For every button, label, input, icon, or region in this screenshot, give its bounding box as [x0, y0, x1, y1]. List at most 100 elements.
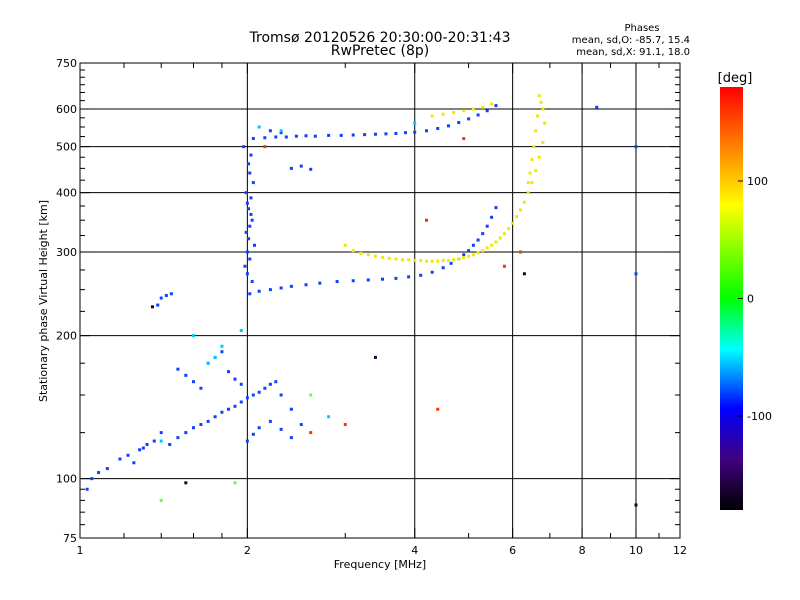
colorbar-ticks: 100 0 -100: [738, 175, 772, 423]
data-point: [268, 288, 272, 292]
data-point: [446, 258, 450, 262]
data-point: [476, 251, 480, 255]
data-point: [220, 344, 224, 348]
data-point: [400, 258, 404, 262]
data-point: [327, 133, 331, 137]
data-point: [309, 431, 313, 435]
data-point: [313, 134, 317, 138]
data-point: [191, 380, 195, 384]
data-point: [481, 232, 485, 236]
data-point: [239, 382, 243, 386]
data-point: [436, 259, 440, 263]
data-point: [373, 355, 377, 359]
data-point: [90, 477, 94, 481]
data-point: [351, 133, 355, 137]
data-point: [250, 218, 254, 222]
data-point: [452, 258, 456, 262]
data-point: [359, 251, 363, 255]
data-point: [526, 181, 530, 185]
data-point: [227, 370, 231, 374]
data-point: [634, 272, 638, 276]
data-point: [430, 270, 434, 274]
data-point: [519, 250, 523, 254]
data-point: [150, 305, 154, 309]
data-point: [257, 289, 261, 293]
x-tick-label: 6: [509, 544, 516, 557]
data-point: [511, 221, 515, 225]
data-point: [452, 111, 456, 114]
data-point: [263, 145, 267, 149]
data-point: [404, 131, 407, 135]
stats-line-x: mean, sd,X: 91.1, 18.0: [576, 47, 690, 58]
data-point: [481, 105, 485, 109]
x-tick-label: 12: [673, 544, 687, 557]
x-axis-label: Frequency [MHz]: [334, 558, 426, 571]
data-point: [279, 393, 283, 397]
chart-subtitle: RwPretec (8p): [331, 43, 429, 59]
data-point: [257, 125, 261, 129]
data-point: [462, 253, 466, 257]
data-point: [85, 487, 89, 491]
data-point: [184, 481, 188, 485]
data-point: [485, 224, 489, 228]
data-point: [279, 286, 283, 290]
data-point: [206, 361, 210, 365]
data-point: [268, 419, 272, 423]
data-point: [257, 390, 261, 394]
data-point: [245, 396, 249, 400]
data-point: [394, 131, 398, 135]
data-point: [274, 135, 278, 139]
data-point: [485, 109, 489, 113]
data-point: [243, 264, 247, 268]
data-point: [413, 130, 417, 134]
data-point: [245, 272, 249, 276]
data-point: [249, 196, 253, 200]
data-point: [366, 253, 370, 257]
data-point: [413, 121, 417, 125]
data-point: [176, 367, 180, 371]
data-point: [263, 386, 267, 390]
data-point: [449, 261, 453, 265]
data-point: [394, 276, 398, 280]
data-point: [595, 105, 599, 109]
data-point: [425, 259, 429, 263]
data-point: [534, 129, 538, 133]
y-tick-label: 75: [63, 532, 77, 545]
stats-line-o: mean, sd,O: -85.7, 15.4: [572, 35, 690, 46]
data-point: [522, 200, 526, 204]
data-point: [425, 218, 429, 222]
data-point: [490, 102, 494, 106]
data-point: [304, 283, 308, 287]
data-point: [471, 107, 475, 111]
plot-frame: [79, 62, 681, 539]
stats-header: Phases: [624, 23, 659, 34]
data-point: [436, 126, 440, 130]
data-point: [498, 236, 502, 240]
data-point: [490, 215, 494, 219]
data-point: [248, 224, 252, 228]
data-point: [97, 471, 101, 475]
data-point: [430, 259, 434, 263]
data-point: [251, 137, 255, 141]
data-point: [239, 329, 243, 333]
data-point: [244, 191, 248, 195]
data-point: [471, 253, 475, 257]
x-tick-label: 4: [411, 544, 418, 557]
data-point: [467, 249, 471, 253]
data-point: [248, 292, 252, 296]
data-point: [537, 155, 541, 159]
data-point: [462, 256, 466, 260]
data-point: [199, 423, 203, 427]
data-point: [159, 439, 163, 443]
data-point: [294, 134, 298, 138]
data-point: [485, 246, 489, 250]
data-point: [248, 171, 252, 175]
data-point: [152, 439, 156, 443]
data-point: [351, 279, 355, 283]
data-point: [494, 240, 498, 244]
data-point: [184, 373, 188, 377]
data-point: [530, 181, 534, 185]
data-point: [304, 134, 308, 138]
data-point: [373, 254, 377, 258]
